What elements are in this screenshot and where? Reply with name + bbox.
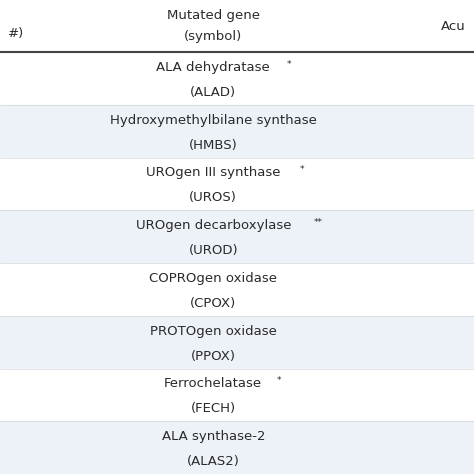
Bar <box>0 421 474 474</box>
Text: Ferrochelatase: Ferrochelatase <box>164 377 263 391</box>
Text: (CPOX): (CPOX) <box>190 297 237 310</box>
Bar <box>0 52 474 105</box>
Text: Hydroxymethylbilane synthase: Hydroxymethylbilane synthase <box>110 114 317 127</box>
Text: *: * <box>300 165 305 174</box>
Text: (ALAD): (ALAD) <box>190 86 237 99</box>
Bar <box>0 210 474 263</box>
Text: (FECH): (FECH) <box>191 402 236 415</box>
Text: PROTOgen oxidase: PROTOgen oxidase <box>150 325 277 338</box>
Bar <box>0 368 474 421</box>
Text: Mutated gene: Mutated gene <box>167 9 260 22</box>
Text: Acu: Acu <box>441 19 466 33</box>
Bar <box>0 316 474 368</box>
Text: (UROS): (UROS) <box>189 191 237 204</box>
Text: ALA synthase-2: ALA synthase-2 <box>162 430 265 443</box>
Text: *: * <box>287 60 291 69</box>
Text: (ALAS2): (ALAS2) <box>187 455 240 468</box>
Text: ALA dehydratase: ALA dehydratase <box>156 61 270 74</box>
Text: COPROgen oxidase: COPROgen oxidase <box>149 272 277 285</box>
Text: (HMBS): (HMBS) <box>189 138 237 152</box>
Bar <box>0 263 474 316</box>
Text: #): #) <box>8 27 24 40</box>
Text: *: * <box>277 376 281 385</box>
Text: (PPOX): (PPOX) <box>191 349 236 363</box>
Text: (symbol): (symbol) <box>184 30 242 43</box>
Text: UROgen III synthase: UROgen III synthase <box>146 166 281 180</box>
Bar <box>0 157 474 210</box>
Text: **: ** <box>314 218 323 227</box>
Bar <box>0 105 474 157</box>
Bar <box>0 0 474 52</box>
Text: UROgen decarboxylase: UROgen decarboxylase <box>136 219 291 232</box>
Text: (UROD): (UROD) <box>189 244 238 257</box>
